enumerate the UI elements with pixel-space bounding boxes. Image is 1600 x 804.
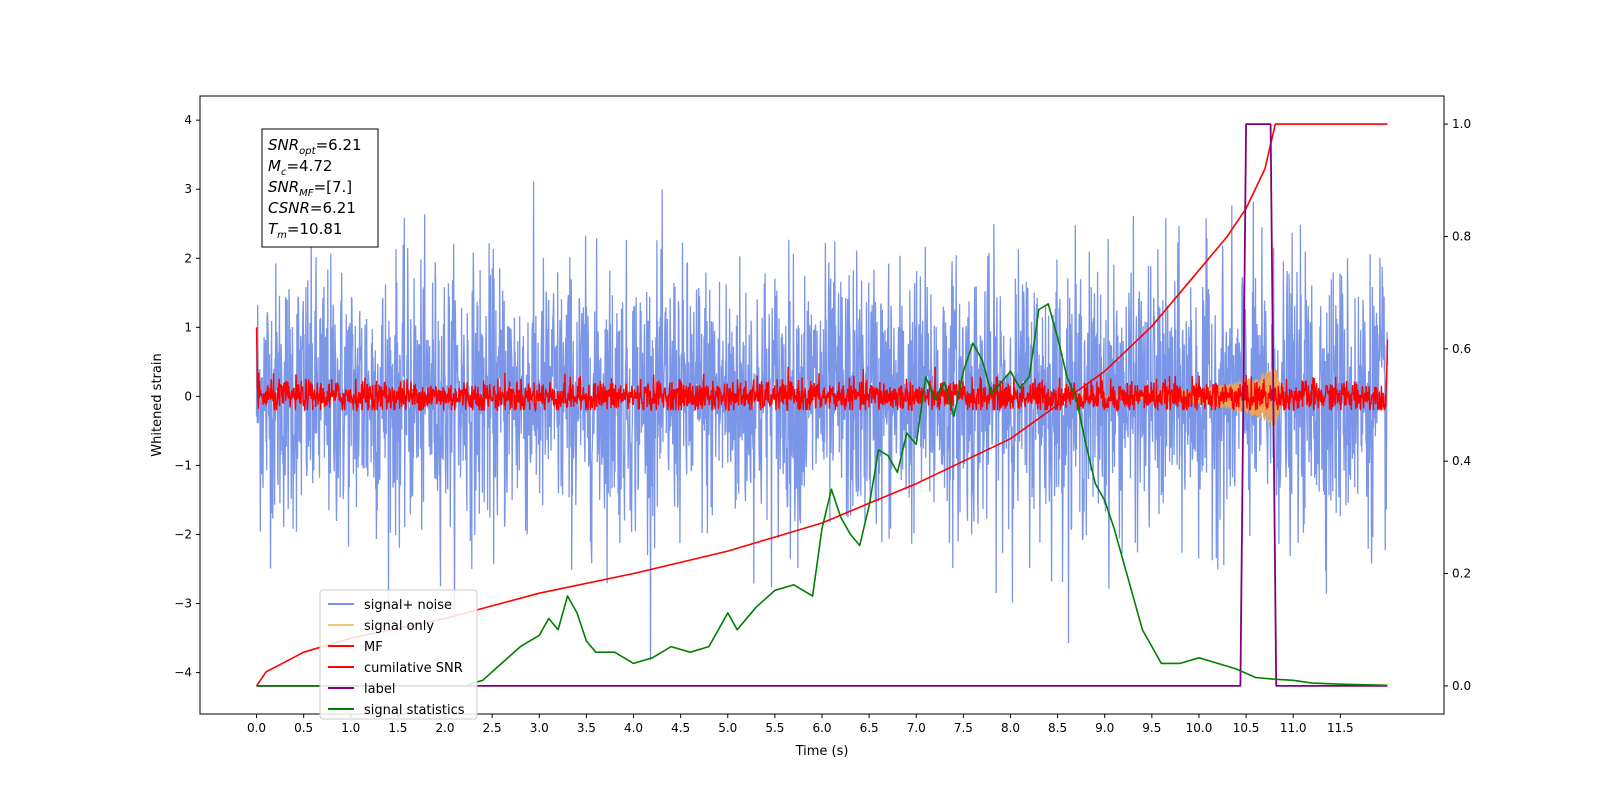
x-tick-label: 2.5 bbox=[483, 721, 502, 735]
y-right-tick-label: 0.6 bbox=[1452, 342, 1471, 356]
x-tick-label: 1.0 bbox=[341, 721, 360, 735]
x-tick-label: 11.5 bbox=[1327, 721, 1354, 735]
legend: signal+ noise signal only MF cumilative SNR… bbox=[319, 589, 478, 720]
legend-label: label bbox=[364, 682, 395, 697]
x-tick-label: 8.5 bbox=[1048, 721, 1067, 735]
info-box-frame bbox=[261, 128, 379, 248]
y-right-tick-label: 0.8 bbox=[1452, 229, 1471, 243]
y-left-tick-label: 4 bbox=[184, 113, 192, 127]
x-tick-label: 2.0 bbox=[435, 721, 454, 735]
x-tick-label: 9.0 bbox=[1095, 721, 1114, 735]
x-tick-label: 3.0 bbox=[530, 721, 549, 735]
x-tick-label: 10.0 bbox=[1186, 721, 1213, 735]
x-tick-label: 4.0 bbox=[624, 721, 643, 735]
x-tick-label: 3.5 bbox=[577, 721, 596, 735]
y-right-tick-label: 0.0 bbox=[1452, 679, 1471, 693]
legend-label: signal+ noise bbox=[364, 598, 452, 613]
x-tick-label: 0.0 bbox=[247, 721, 266, 735]
x-tick-label: 6.0 bbox=[812, 721, 831, 735]
y-left-tick-label: 2 bbox=[184, 251, 192, 265]
y-left-tick-label: 3 bbox=[184, 182, 192, 196]
legend-label: MF bbox=[364, 640, 383, 655]
series-label bbox=[256, 123, 1388, 687]
x-tick-label: 1.5 bbox=[388, 721, 407, 735]
info-line: SNRMF=[7.] bbox=[268, 178, 352, 199]
y-right-tick-label: 0.4 bbox=[1452, 454, 1471, 468]
series-mf bbox=[255, 327, 1389, 413]
legend-label: signal statistics bbox=[364, 703, 465, 718]
y-left-axis-ticks: 4 3 2 1 0 −1 −2 −3 −4 bbox=[174, 113, 200, 680]
info-line: Mc=4.72 bbox=[268, 157, 332, 178]
y-left-tick-label: −1 bbox=[174, 458, 192, 472]
x-tick-label: 5.5 bbox=[765, 721, 784, 735]
legend-label: signal only bbox=[364, 619, 434, 634]
series-signal-statistics bbox=[256, 303, 1388, 687]
y-right-tick-label: 1.0 bbox=[1452, 117, 1471, 131]
x-tick-label: 10.5 bbox=[1233, 721, 1260, 735]
legend-frame bbox=[319, 589, 478, 720]
y-left-tick-label: −4 bbox=[174, 666, 192, 680]
x-tick-label: 9.5 bbox=[1142, 721, 1161, 735]
y-right-tick-label: 0.2 bbox=[1452, 567, 1471, 581]
x-tick-label: 8.0 bbox=[1001, 721, 1020, 735]
y-left-tick-label: −3 bbox=[174, 597, 192, 611]
info-line: SNRopt=6.21 bbox=[268, 136, 362, 157]
x-tick-label: 5.0 bbox=[718, 721, 737, 735]
y-axis-label: Whitened strain bbox=[150, 353, 165, 456]
x-tick-label: 0.5 bbox=[294, 721, 313, 735]
x-tick-label: 11.0 bbox=[1280, 721, 1307, 735]
x-tick-label: 7.5 bbox=[954, 721, 973, 735]
y-left-tick-label: 0 bbox=[184, 389, 192, 403]
y-right-axis-ticks: 1.0 0.8 0.6 0.4 0.2 0.0 bbox=[1444, 117, 1471, 693]
x-axis-label: Time (s) bbox=[795, 744, 849, 759]
y-left-tick-label: −2 bbox=[174, 527, 192, 541]
info-line: CSNR=6.21 bbox=[268, 199, 356, 217]
info-line: Tm=10.81 bbox=[268, 220, 342, 241]
x-tick-label: 6.5 bbox=[860, 721, 879, 735]
y-left-tick-label: 1 bbox=[184, 320, 192, 334]
x-tick-label: 4.5 bbox=[671, 721, 690, 735]
legend-label: cumilative SNR bbox=[364, 661, 463, 676]
x-tick-label: 7.0 bbox=[907, 721, 926, 735]
x-axis-ticks: 0.0 0.5 1.0 1.5 2.0 2.5 3.0 3.5 4.0 4.5 5.0 5.5 6.0 6… bbox=[247, 714, 1354, 735]
